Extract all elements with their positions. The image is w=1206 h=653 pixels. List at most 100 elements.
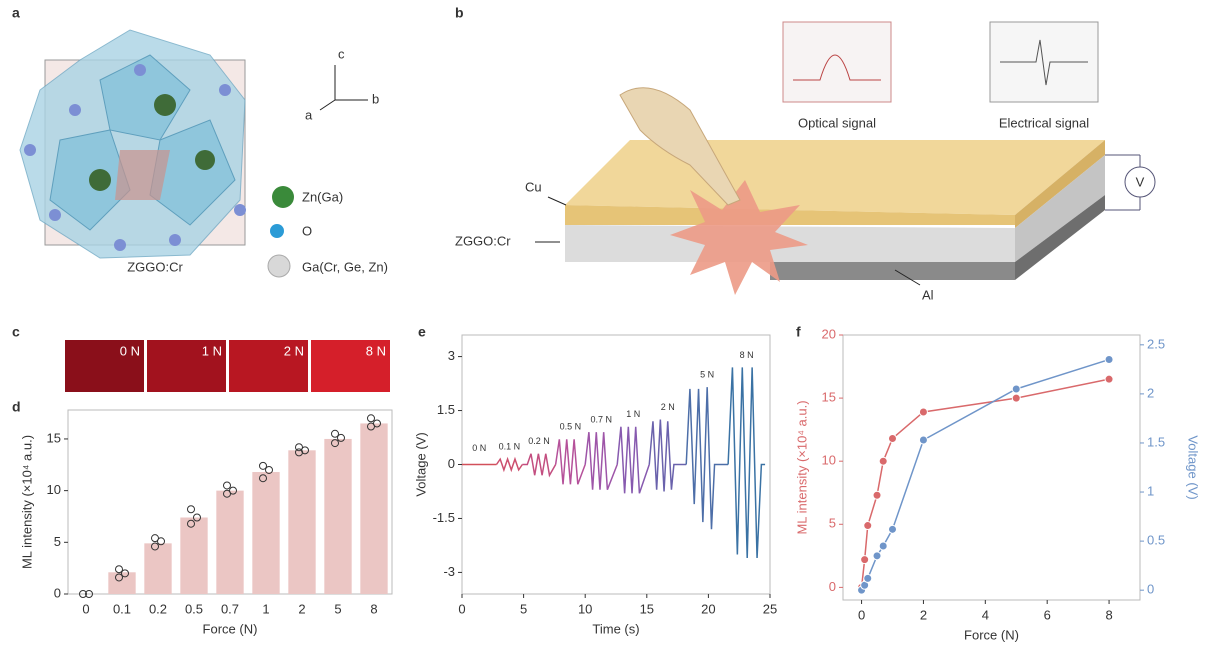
series-label: 2 N	[661, 402, 675, 412]
series-label: 0 N	[472, 443, 486, 453]
series-line	[686, 387, 728, 529]
series-line	[649, 420, 686, 492]
y2-axis-label: Voltage (V)	[1186, 435, 1201, 499]
y-tick-label: 1.5	[437, 402, 455, 417]
legend-icon	[270, 224, 284, 238]
x-tick-label: 0	[858, 607, 865, 622]
x-tick-label: 8	[370, 601, 377, 616]
x-tick-label: 0.5	[185, 601, 203, 616]
layer-label: Cu	[525, 179, 542, 194]
bar	[180, 518, 207, 594]
marker	[873, 491, 881, 499]
marker	[879, 542, 887, 550]
plot-frame	[843, 335, 1140, 600]
bar	[252, 472, 279, 594]
y-tick-label: 5	[54, 534, 61, 549]
x-tick-label: 25	[763, 601, 777, 616]
y-tick-label: 0	[829, 579, 836, 594]
marker	[861, 556, 869, 564]
x-tick-label: 0	[458, 601, 465, 616]
y-tick-label: 0	[54, 585, 61, 600]
series-line	[617, 427, 649, 494]
series-label: 0.1 N	[499, 441, 521, 451]
marker	[1105, 375, 1113, 383]
legend-label: Zn(Ga)	[302, 189, 343, 204]
x-tick-label: 20	[701, 601, 715, 616]
x-tick-label: 2	[298, 601, 305, 616]
replicate-point	[368, 415, 375, 422]
figure: a ZGGO:Cr c b a Zn(Ga) O Ga(Cr, Ge, Zn) …	[0, 0, 1206, 648]
legend-icon	[272, 186, 294, 208]
x-tick-label: 1	[262, 601, 269, 616]
marker	[1012, 394, 1020, 402]
series-line	[556, 439, 586, 484]
axes-icon	[320, 65, 368, 110]
panel-label: c	[12, 324, 20, 340]
y2-tick-label: 2.5	[1147, 336, 1165, 351]
x-tick-label: 5	[520, 601, 527, 616]
axis-b: b	[372, 91, 379, 106]
replicate-point	[188, 506, 195, 513]
device	[535, 22, 1155, 295]
y-tick-label: 5	[829, 516, 836, 531]
panel-label: f	[796, 324, 801, 340]
image-label: 8 N	[366, 343, 386, 358]
series-label: 1 N	[626, 409, 640, 419]
series-label: 5 N	[700, 370, 714, 380]
panel-label: e	[418, 324, 426, 340]
x-axis-label: Time (s)	[592, 621, 639, 636]
x-axis-label: Force (N)	[203, 621, 258, 636]
panel-label: b	[455, 5, 464, 21]
marker	[864, 522, 872, 530]
x-tick-label: 0.2	[149, 601, 167, 616]
replicate-point	[260, 462, 267, 469]
image-label: 1 N	[202, 343, 222, 358]
x-tick-label: 15	[640, 601, 654, 616]
replicate-point	[296, 444, 303, 451]
bar	[324, 439, 351, 594]
y-tick-label: 15	[822, 390, 836, 405]
y-axis-label: ML intensity (×10⁴ a.u.)	[794, 400, 809, 534]
x-tick-label: 6	[1044, 607, 1051, 622]
y-tick-label: 10	[822, 453, 836, 468]
marker	[889, 525, 897, 533]
series-line	[862, 379, 1110, 587]
marker	[1105, 356, 1113, 364]
series-label: 0.7 N	[590, 415, 612, 425]
series-line	[585, 432, 617, 490]
x-tick-label: 10	[578, 601, 592, 616]
y2-tick-label: 1.5	[1147, 434, 1165, 449]
series-line	[862, 360, 1110, 591]
panel-label: d	[12, 399, 21, 415]
legend-icon	[268, 255, 290, 277]
series-line	[522, 454, 555, 476]
y2-tick-label: 0.5	[1147, 533, 1165, 548]
series-label: 0.2 N	[528, 436, 550, 446]
crystal	[20, 30, 246, 258]
marker	[879, 457, 887, 465]
signal-label: Optical signal	[798, 115, 876, 130]
marker	[889, 434, 897, 442]
x-tick-label: 8	[1105, 607, 1112, 622]
x-axis-label: Force (N)	[964, 627, 1019, 642]
bar	[360, 423, 387, 594]
replicate-point	[152, 535, 159, 542]
axis-a: a	[305, 107, 313, 122]
x-tick-label: 2	[920, 607, 927, 622]
bar	[144, 543, 171, 594]
marker	[873, 552, 881, 560]
meter-label: V	[1136, 174, 1145, 189]
y2-tick-label: 2	[1147, 385, 1154, 400]
series-label: 8 N	[740, 350, 754, 360]
marker	[919, 436, 927, 444]
marker	[1012, 385, 1020, 393]
series-line	[496, 459, 522, 470]
legend-label: O	[302, 223, 312, 238]
y-axis-label: Voltage (V)	[413, 432, 428, 496]
replicate-point	[332, 430, 339, 437]
signal-label: Electrical signal	[999, 115, 1089, 130]
legend-label: Ga(Cr, Ge, Zn)	[302, 259, 388, 274]
series-label: 0.5 N	[560, 422, 582, 432]
series-line	[728, 367, 765, 558]
x-tick-label: 0.1	[113, 601, 131, 616]
